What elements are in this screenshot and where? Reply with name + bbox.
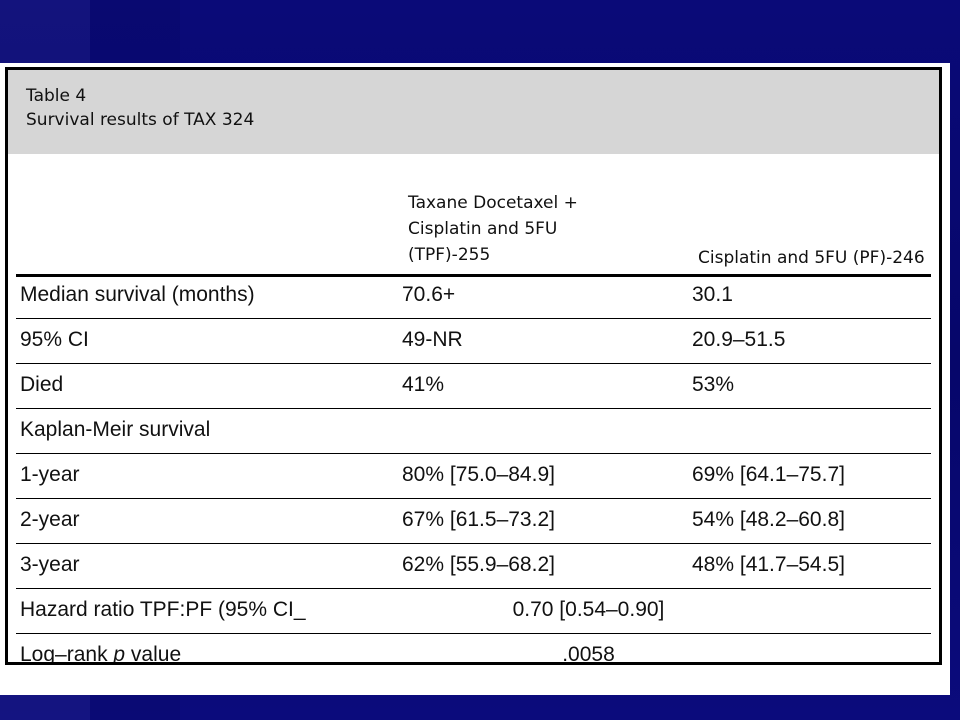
tpf-value: 49-NR <box>402 328 463 351</box>
row-label: 1-year <box>20 463 80 486</box>
tpf-value: 62% [55.9–68.2] <box>402 553 555 576</box>
table-row: 95% CI 49-NR 20.9–51.5 <box>16 319 931 364</box>
column-header-tpf-line: Cisplatin and 5FU <box>408 219 558 239</box>
tpf-value: 80% [75.0–84.9] <box>402 463 555 486</box>
label-text: Log–rank <box>20 643 114 665</box>
column-header-tpf-line: (TPF)-255 <box>408 245 491 265</box>
table-row: Kaplan-Meir survival <box>16 409 931 454</box>
hazard-ratio-value: 0.70 [0.54–0.90] <box>512 598 665 621</box>
column-header-tpf: Taxane Docetaxel + Cisplatin and 5FU (TP… <box>408 190 578 268</box>
slide-image: Table 4 Survival results of TAX 324 Taxa… <box>0 63 950 695</box>
row-label: Median survival (months) <box>20 283 255 306</box>
pf-value: 48% [41.7–54.5] <box>692 553 845 576</box>
pf-value: 30.1 <box>692 283 733 306</box>
table-body: Median survival (months) 70.6+ 30.1 95% … <box>16 274 931 665</box>
table-row: Died 41% 53% <box>16 364 931 409</box>
table-number: Table 4 <box>26 86 87 106</box>
table-caption: Table 4 Survival results of TAX 324 <box>8 70 939 154</box>
row-label: Kaplan-Meir survival <box>20 418 211 441</box>
column-header-tpf-line: Taxane Docetaxel + <box>408 193 578 213</box>
label-text: value <box>125 643 182 665</box>
column-header-pf: Cisplatin and 5FU (PF)-246 <box>698 248 925 268</box>
row-label: Died <box>20 373 64 396</box>
table-row-logrank: Log–rank p value .0058 <box>16 634 931 665</box>
table-row-hazard-ratio: Hazard ratio TPF:PF (95% CI_ 0.70 [0.54–… <box>16 589 931 634</box>
survival-table: Table 4 Survival results of TAX 324 Taxa… <box>5 67 942 665</box>
tpf-value: 67% [61.5–73.2] <box>402 508 555 531</box>
pf-value: 53% <box>692 373 735 396</box>
row-label: 3-year <box>20 553 80 576</box>
table-row: 2-year 67% [61.5–73.2] 54% [48.2–60.8] <box>16 499 931 544</box>
label-italic-p: p <box>113 643 126 665</box>
tpf-value: 70.6+ <box>402 283 456 306</box>
table-header: Taxane Docetaxel + Cisplatin and 5FU (TP… <box>16 154 931 277</box>
row-label: Log–rank p value <box>20 643 182 665</box>
pf-value: 69% [64.1–75.7] <box>692 463 845 486</box>
logrank-p-value: .0058 <box>562 643 615 665</box>
pf-value: 54% [48.2–60.8] <box>692 508 845 531</box>
row-label: Hazard ratio TPF:PF (95% CI_ <box>20 598 306 621</box>
row-label: 2-year <box>20 508 80 531</box>
row-label: 95% CI <box>20 328 89 351</box>
table-row: Median survival (months) 70.6+ 30.1 <box>16 274 931 319</box>
pf-value: 20.9–51.5 <box>692 328 786 351</box>
table-title: Survival results of TAX 324 <box>26 110 255 130</box>
tpf-value: 41% <box>402 373 445 396</box>
table-row: 3-year 62% [55.9–68.2] 48% [41.7–54.5] <box>16 544 931 589</box>
table-row: 1-year 80% [75.0–84.9] 69% [64.1–75.7] <box>16 454 931 499</box>
